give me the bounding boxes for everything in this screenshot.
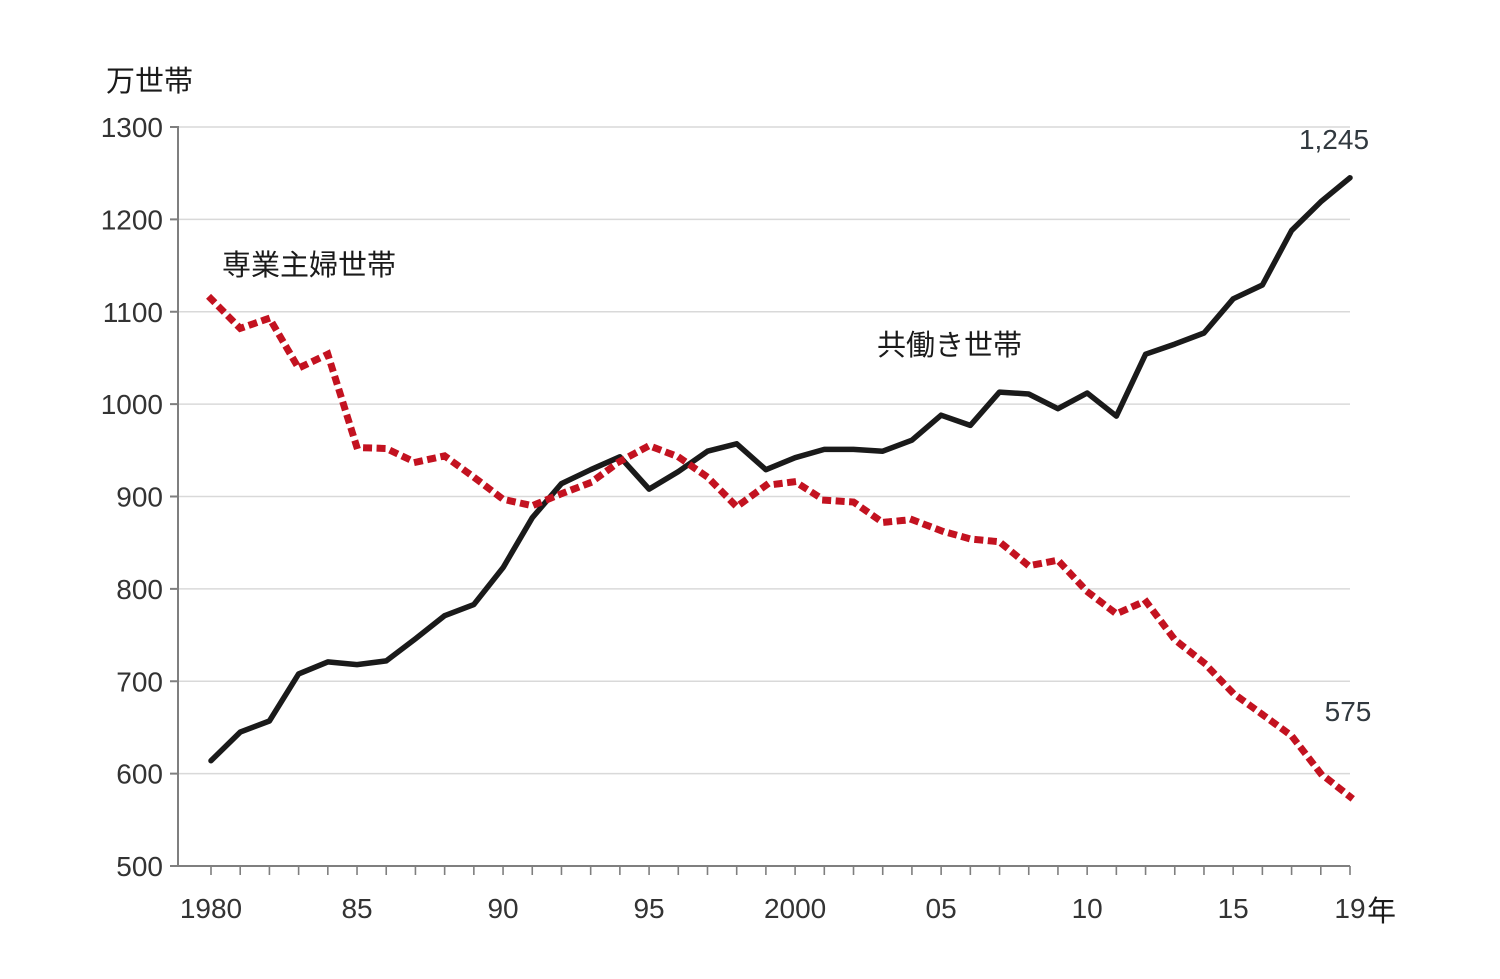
y-tick-label-700: 700 (116, 666, 163, 697)
y-tick-label-500: 500 (116, 851, 163, 882)
series-label-tomobataraki: 共働き世帯 (877, 330, 1023, 362)
series-label-sengyoshufu: 専業主婦世帯 (222, 250, 397, 282)
y-tick-label-800: 800 (116, 574, 163, 605)
y-tick-label-1100: 1100 (103, 297, 163, 328)
y-tick-label-1200: 1200 (101, 204, 163, 235)
x-tick-label-19: 19 (1334, 893, 1365, 924)
y-tick-label-1000: 1000 (101, 389, 163, 420)
x-tick-label-95: 95 (633, 893, 664, 924)
series-line-sengyoshufu (206, 293, 1355, 802)
end-value-label-tomobataraki: 1,245 (1298, 124, 1370, 155)
end-value-label-sengyoshufu: 575 (1324, 696, 1372, 727)
x-tick-label-05: 05 (926, 893, 957, 924)
x-tick-label-10: 10 (1072, 893, 1103, 924)
y-tick-label-1300: 1300 (101, 112, 163, 143)
x-axis-unit-suffix: 年 (1367, 896, 1397, 928)
x-tick-label-85: 85 (341, 893, 372, 924)
x-tick-label-15: 15 (1218, 893, 1249, 924)
x-tick-label-90: 90 (487, 893, 518, 924)
x-tick-label-2000: 2000 (764, 893, 826, 924)
y-axis-unit-label: 万世帯 (106, 66, 194, 98)
x-tick-label-1980: 1980 (180, 893, 242, 924)
series-line-tomobataraki (208, 175, 1353, 764)
y-tick-label-900: 900 (116, 482, 163, 513)
y-tick-label-600: 600 (116, 759, 163, 790)
